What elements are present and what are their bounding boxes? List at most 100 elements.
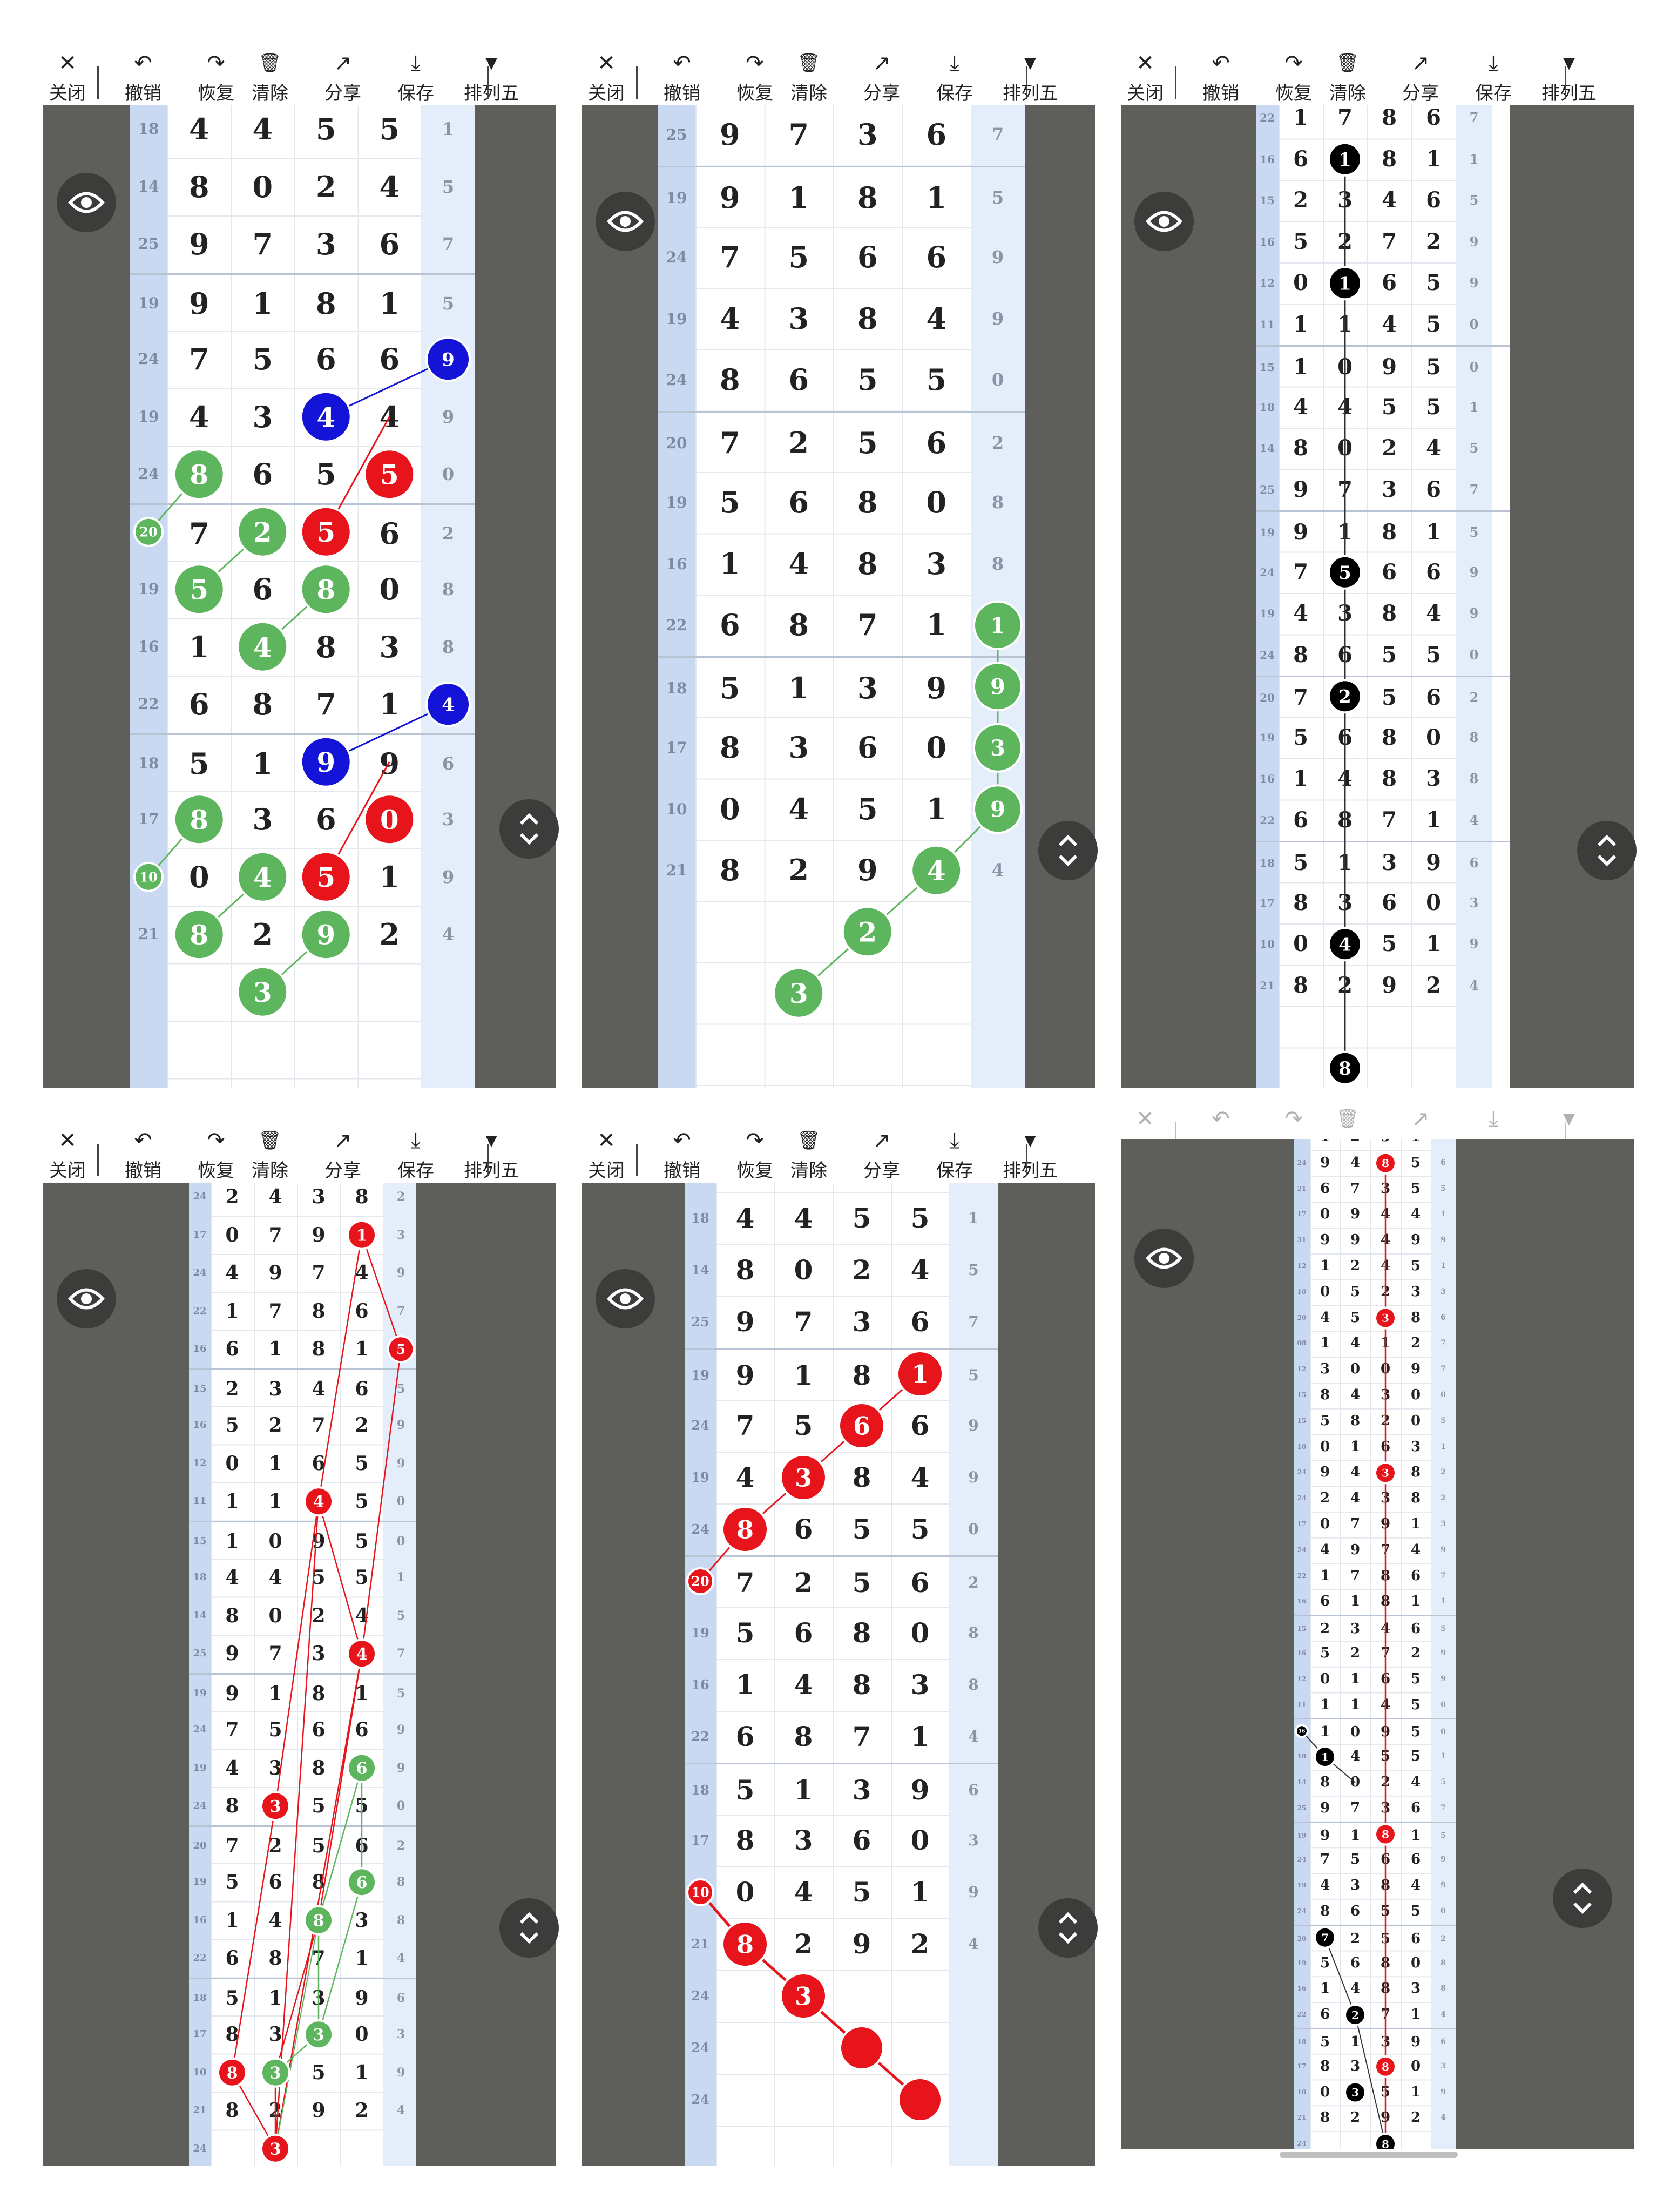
marker-ball[interactable]: 4 bbox=[910, 844, 963, 896]
sum-marker[interactable]: 10 bbox=[133, 861, 164, 892]
game-button[interactable]: ▼ 排列五 bbox=[464, 1123, 519, 1183]
digit-cell[interactable]: 5 bbox=[379, 112, 400, 146]
digit-cell[interactable]: 7 bbox=[268, 1223, 282, 1246]
chart-strip[interactable]: 1112511249485621673551709441319949912124… bbox=[1294, 1139, 1456, 2149]
digit-cell[interactable]: 0 bbox=[926, 730, 947, 765]
marker-ball[interactable]: 3 bbox=[260, 1791, 290, 1822]
digit-cell[interactable]: 8 bbox=[312, 1338, 326, 1360]
marker-ball[interactable]: 5 bbox=[387, 1335, 415, 1364]
undo-button[interactable]: ↶ 撤销 bbox=[119, 46, 167, 105]
digit-cell[interactable]: 1 bbox=[1293, 354, 1308, 380]
digit-cell[interactable]: 7 bbox=[719, 240, 740, 274]
digit-cell[interactable]: 5 bbox=[252, 342, 273, 376]
digit-cell[interactable]: 4 bbox=[379, 169, 400, 204]
digit-cell[interactable]: 6 bbox=[1426, 187, 1441, 213]
digit-cell[interactable]: 1 bbox=[188, 629, 209, 664]
digit-cell[interactable]: 2 bbox=[268, 1414, 282, 1437]
digit-cell[interactable]: 5 bbox=[315, 457, 336, 491]
eye-icon[interactable] bbox=[57, 173, 116, 232]
digit-cell[interactable]: 6 bbox=[1293, 807, 1308, 833]
digit-cell[interactable]: 2 bbox=[312, 1604, 326, 1627]
digit-cell[interactable]: 9 bbox=[719, 180, 740, 215]
digit-cell[interactable]: 9 bbox=[1426, 850, 1441, 875]
sum-marker[interactable]: 20 bbox=[133, 516, 164, 547]
marker-ball[interactable]: 8 bbox=[721, 1506, 769, 1553]
digit-cell[interactable]: 2 bbox=[1426, 228, 1441, 254]
digit-cell[interactable]: 7 bbox=[719, 425, 740, 460]
prediction-ball[interactable]: 8 bbox=[1328, 1050, 1362, 1085]
digit-cell[interactable]: 7 bbox=[857, 608, 878, 642]
sum-marker[interactable]: 10 bbox=[686, 1878, 714, 1906]
clear-button[interactable]: 🗑 清除 bbox=[246, 1123, 294, 1183]
digit-cell[interactable]: 5 bbox=[857, 791, 878, 826]
marker-ball[interactable]: 3 bbox=[1374, 1306, 1397, 1330]
digit-cell[interactable]: 3 bbox=[857, 670, 878, 705]
digit-cell[interactable]: 7 bbox=[1337, 105, 1353, 130]
marker-ball[interactable]: 8 bbox=[173, 908, 225, 961]
digit-cell[interactable]: 0 bbox=[1293, 931, 1308, 956]
digit-cell[interactable]: 2 bbox=[379, 917, 400, 952]
digit-cell[interactable]: 9 bbox=[225, 1682, 239, 1705]
marker-ball[interactable]: 2 bbox=[236, 505, 289, 558]
expand-vertical-icon[interactable] bbox=[1038, 821, 1098, 880]
digit-cell[interactable]: 7 bbox=[1382, 228, 1397, 254]
marker-ball[interactable]: 9 bbox=[300, 908, 352, 961]
digit-cell[interactable]: 2 bbox=[788, 853, 809, 887]
marker-ball[interactable]: 8 bbox=[173, 448, 225, 501]
digit-cell[interactable]: 5 bbox=[926, 362, 947, 397]
digit-cell[interactable]: 3 bbox=[926, 546, 947, 581]
marker-ball[interactable]: 7 bbox=[1314, 1926, 1336, 1949]
game-button[interactable]: ▼ 排列五 bbox=[1541, 46, 1597, 105]
digit-cell[interactable]: 9 bbox=[1382, 354, 1397, 380]
digit-cell[interactable]: 6 bbox=[1426, 476, 1441, 502]
marker-ball[interactable]: 8 bbox=[173, 793, 225, 846]
digit-cell[interactable]: 2 bbox=[1382, 435, 1397, 461]
digit-cell[interactable]: 9 bbox=[857, 853, 878, 887]
digit-cell[interactable]: 1 bbox=[926, 180, 947, 215]
digit-cell[interactable]: 1 bbox=[379, 687, 400, 721]
digit-cell[interactable]: 8 bbox=[225, 1604, 239, 1627]
digit-cell[interactable]: 3 bbox=[1382, 850, 1397, 875]
digit-cell[interactable]: 6 bbox=[857, 240, 878, 274]
marker-ball[interactable]: 0 bbox=[363, 793, 416, 846]
digit-cell[interactable]: 7 bbox=[1293, 685, 1308, 710]
clear-button[interactable]: 🗑 清除 bbox=[246, 46, 294, 105]
digit-cell[interactable]: 4 bbox=[1382, 311, 1397, 337]
digit-cell[interactable]: 6 bbox=[1293, 146, 1308, 172]
marker-ball[interactable]: 1 bbox=[1328, 266, 1362, 301]
digit-cell[interactable]: 6 bbox=[355, 1377, 369, 1400]
close-button[interactable]: ✕ 关闭 bbox=[582, 46, 631, 105]
prediction-ball[interactable]: 8 bbox=[1374, 2133, 1397, 2149]
prediction-ball[interactable]: 3 bbox=[236, 966, 289, 1018]
game-button[interactable]: ▼ 排列五 bbox=[464, 46, 519, 105]
digit-cell[interactable]: 5 bbox=[1293, 228, 1308, 254]
digit-cell[interactable]: 1 bbox=[719, 546, 740, 581]
marker-ball[interactable]: 8 bbox=[721, 1920, 769, 1968]
digit-cell[interactable]: 5 bbox=[1382, 394, 1397, 420]
digit-cell[interactable]: 6 bbox=[719, 608, 740, 642]
digit-cell[interactable]: 5 bbox=[1293, 724, 1308, 750]
digit-cell[interactable]: 3 bbox=[379, 629, 400, 664]
marker-ball[interactable]: 9 bbox=[425, 336, 471, 382]
digit-cell[interactable]: 6 bbox=[379, 227, 400, 261]
digit-cell[interactable]: 9 bbox=[926, 670, 947, 705]
digit-cell[interactable]: 1 bbox=[1293, 766, 1308, 791]
digit-cell[interactable]: 5 bbox=[719, 670, 740, 705]
digit-cell[interactable]: 8 bbox=[719, 730, 740, 765]
digit-cell[interactable]: 9 bbox=[1293, 476, 1308, 502]
digit-cell[interactable]: 0 bbox=[252, 169, 273, 204]
digit-cell[interactable]: 9 bbox=[225, 1642, 239, 1665]
digit-cell[interactable]: 8 bbox=[355, 1185, 369, 1208]
digit-cell[interactable]: 7 bbox=[312, 1414, 326, 1437]
eye-icon[interactable] bbox=[57, 1269, 116, 1328]
digit-cell[interactable]: 8 bbox=[857, 301, 878, 336]
close-button[interactable]: ✕ 关闭 bbox=[582, 1123, 631, 1183]
digit-cell[interactable]: 1 bbox=[379, 286, 400, 321]
digit-cell[interactable]: 9 bbox=[719, 117, 740, 152]
digit-cell[interactable]: 0 bbox=[926, 485, 947, 520]
expand-vertical-icon[interactable] bbox=[499, 1898, 559, 1958]
digit-cell[interactable]: 0 bbox=[379, 572, 400, 606]
digit-cell[interactable]: 7 bbox=[315, 687, 336, 721]
digit-cell[interactable]: 8 bbox=[312, 1682, 326, 1705]
